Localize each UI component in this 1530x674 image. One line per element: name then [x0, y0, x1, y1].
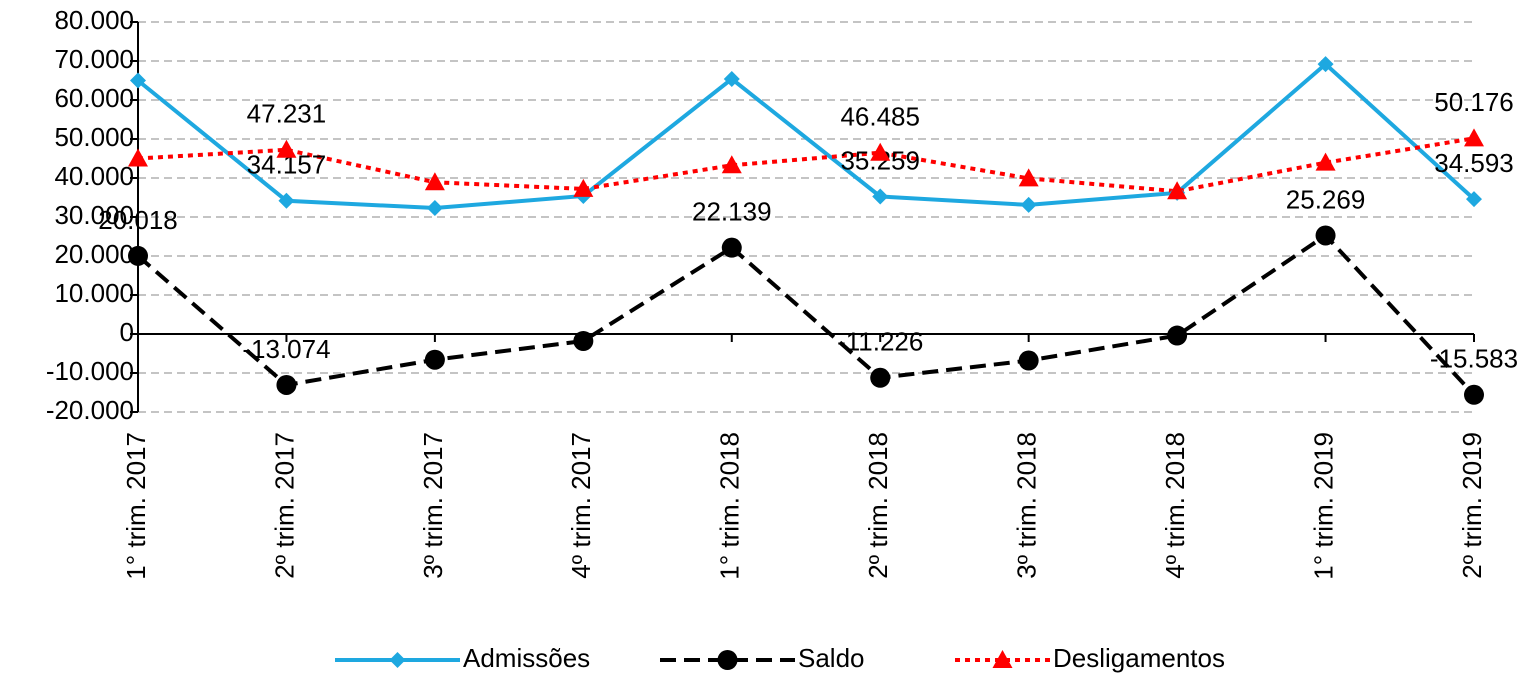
point	[276, 139, 297, 158]
point	[424, 349, 445, 370]
point	[870, 367, 891, 388]
y-tick-label: 0	[120, 317, 134, 347]
data-label: -13.074	[242, 334, 330, 364]
point	[130, 72, 146, 89]
point	[1466, 191, 1482, 208]
data-label: 50.176	[1434, 87, 1514, 117]
point	[128, 245, 148, 266]
y-tick-label: 10.000	[54, 278, 134, 308]
data-label: 20.018	[98, 205, 178, 235]
point	[1020, 196, 1037, 213]
point	[1018, 168, 1039, 187]
point	[128, 148, 148, 167]
data-label: -11.226	[837, 327, 923, 357]
point	[573, 331, 594, 352]
data-label: 34.593	[1434, 148, 1514, 178]
point	[721, 237, 742, 258]
point	[426, 200, 443, 217]
y-tick-label: 70.000	[54, 44, 134, 74]
x-tick-label: 3º trim. 2018	[1012, 432, 1042, 579]
point	[872, 188, 889, 205]
series-line	[137, 136, 1475, 194]
data-label: 46.485	[840, 102, 920, 132]
x-tick-label: 2º trim. 2017	[269, 432, 299, 579]
legend-label: Desligamentos	[1053, 643, 1225, 673]
legend-marker	[992, 650, 1013, 668]
point	[1315, 152, 1336, 171]
point	[1167, 325, 1188, 346]
x-tick-label: 1° trim. 2018	[715, 432, 745, 580]
point	[573, 178, 594, 197]
point	[1167, 181, 1188, 200]
point	[1315, 225, 1336, 246]
legend-marker	[389, 652, 406, 668]
y-tick-label: -10.000	[46, 356, 134, 386]
y-tick-label: -20.000	[46, 395, 134, 425]
y-tick-label: 20.000	[54, 239, 134, 269]
legend-label: Admissões	[463, 643, 590, 673]
data-label: 22.139	[692, 197, 772, 227]
point	[424, 172, 445, 191]
x-tick-label: 1° trim. 2019	[1308, 432, 1338, 580]
x-tick-label: 2º trim. 2018	[863, 432, 893, 579]
point	[723, 70, 740, 87]
series-line	[136, 232, 1476, 397]
point	[1464, 384, 1484, 405]
point	[1018, 350, 1039, 371]
x-tick-label: 3º trim. 2017	[418, 432, 448, 579]
point	[1464, 128, 1484, 147]
legend-marker	[717, 650, 738, 670]
legend-label: Saldo	[798, 643, 865, 673]
series-line	[136, 61, 1476, 211]
data-label: 47.231	[247, 99, 327, 129]
point	[276, 374, 297, 395]
y-tick-label: 50.000	[54, 122, 134, 152]
data-label: 25.269	[1286, 184, 1366, 214]
x-tick-label: 4º trim. 2018	[1160, 432, 1190, 579]
x-tick-label: 4º trim. 2017	[566, 432, 596, 579]
x-tick-label: 1° trim. 2017	[121, 432, 151, 580]
x-tick-label: 2º trim. 2019	[1457, 432, 1487, 579]
point	[278, 192, 295, 209]
point	[870, 142, 891, 161]
y-tick-label: 40.000	[54, 161, 134, 191]
point	[721, 155, 742, 174]
y-tick-label: 80.000	[54, 5, 134, 35]
y-tick-label: 60.000	[54, 83, 134, 113]
y-tick-label: 30.000	[54, 200, 134, 230]
point	[1317, 56, 1334, 73]
data-label: -15.583	[1430, 344, 1518, 374]
